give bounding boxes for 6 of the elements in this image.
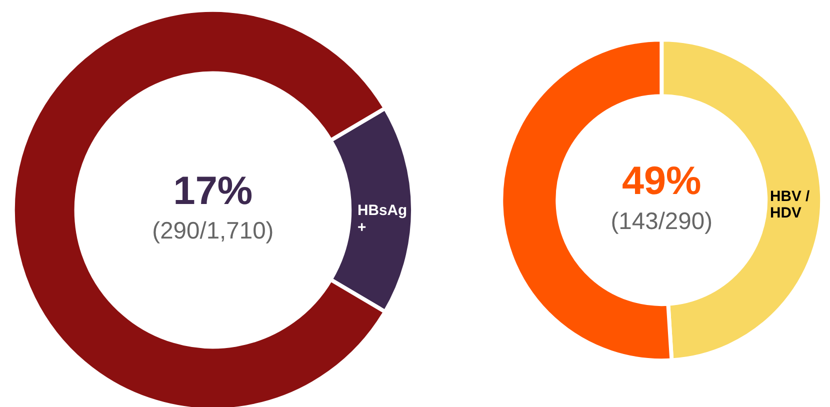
slice-label: HBsAg + [358, 202, 408, 236]
text: 49% [622, 159, 702, 204]
text: 17% [173, 169, 253, 214]
slice-label: HBV / HDV [770, 188, 810, 222]
text: (143/290) [610, 208, 712, 235]
text: (290/1,710) [152, 218, 274, 245]
